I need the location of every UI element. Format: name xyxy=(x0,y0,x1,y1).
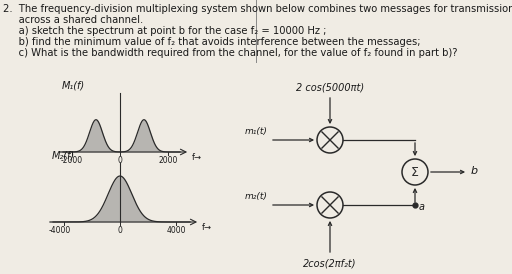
Text: f→: f→ xyxy=(202,223,212,232)
Text: Σ: Σ xyxy=(411,167,419,179)
Text: 2000: 2000 xyxy=(158,156,178,165)
Text: across a shared channel.: across a shared channel. xyxy=(3,15,143,25)
Text: m₂(t): m₂(t) xyxy=(245,192,268,201)
Text: f→: f→ xyxy=(192,153,202,162)
Text: m₁(t): m₁(t) xyxy=(245,127,268,136)
Text: b: b xyxy=(471,166,478,176)
Text: b) find the minimum value of f₂ that avoids interference between the messages;: b) find the minimum value of f₂ that avo… xyxy=(3,37,420,47)
Text: 2cos(2πf₂t): 2cos(2πf₂t) xyxy=(303,258,357,268)
Text: a) sketch the spectrum at point b for the case f₂ = 10000 Hz ;: a) sketch the spectrum at point b for th… xyxy=(3,26,326,36)
Text: 0: 0 xyxy=(118,226,122,235)
Text: -2000: -2000 xyxy=(61,156,83,165)
Text: c) What is the bandwidth required from the channel, for the value of f₂ found in: c) What is the bandwidth required from t… xyxy=(3,48,458,58)
Text: 2 cos(5000πt): 2 cos(5000πt) xyxy=(296,82,364,92)
Text: M₁(f): M₁(f) xyxy=(62,80,85,90)
Text: a: a xyxy=(419,202,425,212)
Text: 0: 0 xyxy=(118,156,122,165)
Text: 2.  The frequency-division multiplexing system shown below combines two messages: 2. The frequency-division multiplexing s… xyxy=(3,4,512,14)
Text: -4000: -4000 xyxy=(49,226,71,235)
Text: 4000: 4000 xyxy=(166,226,186,235)
Text: M₂(f): M₂(f) xyxy=(52,150,75,160)
